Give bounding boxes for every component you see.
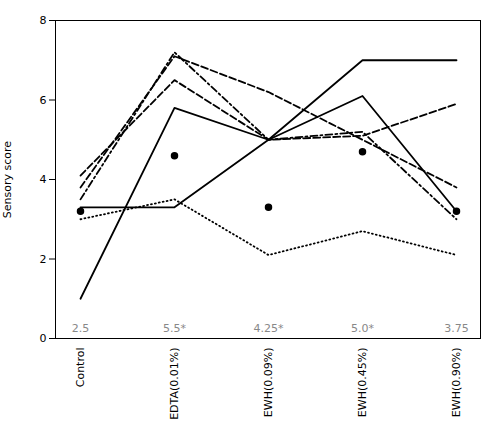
svg-text:EWH(0.90%): EWH(0.90%): [450, 348, 463, 418]
svg-text:6: 6: [40, 94, 47, 107]
svg-text:5.0*: 5.0*: [351, 322, 374, 335]
svg-text:Control: Control: [74, 348, 87, 388]
svg-text:EWH(0.09%): EWH(0.09%): [262, 348, 275, 418]
svg-text:2.5: 2.5: [72, 322, 90, 335]
svg-text:4.25*: 4.25*: [254, 322, 284, 335]
svg-text:4: 4: [40, 173, 47, 186]
svg-text:3.75: 3.75: [444, 322, 469, 335]
svg-text:0: 0: [40, 332, 47, 345]
svg-text:Sensory score: Sensory score: [1, 141, 14, 219]
svg-text:EWH(0.45%): EWH(0.45%): [356, 348, 369, 418]
svg-text:5.5*: 5.5*: [163, 322, 186, 335]
svg-text:8: 8: [40, 14, 47, 27]
svg-text:2: 2: [40, 253, 47, 266]
svg-text:EDTA(0.01%): EDTA(0.01%): [168, 348, 181, 420]
